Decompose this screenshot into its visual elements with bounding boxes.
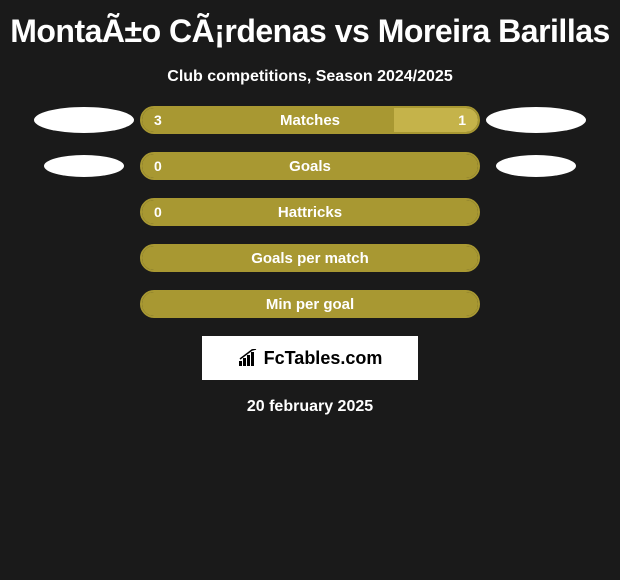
stat-row: Min per goal: [0, 290, 620, 318]
page-title: MontaÃ±o CÃ¡rdenas vs Moreira Barillas: [0, 5, 620, 54]
stat-row: 3 Matches 1: [0, 106, 620, 134]
player-oval-left: [34, 107, 134, 133]
stat-bar: Goals per match: [140, 244, 480, 272]
brand-logo-inner: FcTables.com: [238, 348, 383, 369]
stat-label: Goals: [142, 154, 478, 178]
stat-label: Min per goal: [142, 292, 478, 316]
player-oval-right: [486, 107, 586, 133]
stat-bar: 0 Goals: [140, 152, 480, 180]
stat-row: 0 Goals: [0, 152, 620, 180]
stat-row: Goals per match: [0, 244, 620, 272]
stat-bar: Min per goal: [140, 290, 480, 318]
page-container: MontaÃ±o CÃ¡rdenas vs Moreira Barillas C…: [0, 0, 620, 434]
chart-icon: [238, 349, 260, 367]
stat-value-right: 1: [458, 108, 466, 132]
stats-section: 3 Matches 1 0 Goals 0 Hattricks: [0, 106, 620, 318]
page-date: 20 february 2025: [0, 380, 620, 434]
brand-logo[interactable]: FcTables.com: [202, 336, 418, 380]
player-oval-right: [496, 155, 576, 177]
stat-bar: 3 Matches 1: [140, 106, 480, 134]
player-oval-left: [44, 155, 124, 177]
brand-logo-text: FcTables.com: [264, 348, 383, 369]
page-subtitle: Club competitions, Season 2024/2025: [0, 54, 620, 106]
stat-bar: 0 Hattricks: [140, 198, 480, 226]
stat-label: Hattricks: [142, 200, 478, 224]
stat-label: Matches: [142, 108, 478, 132]
stat-row: 0 Hattricks: [0, 198, 620, 226]
stat-label: Goals per match: [142, 246, 478, 270]
